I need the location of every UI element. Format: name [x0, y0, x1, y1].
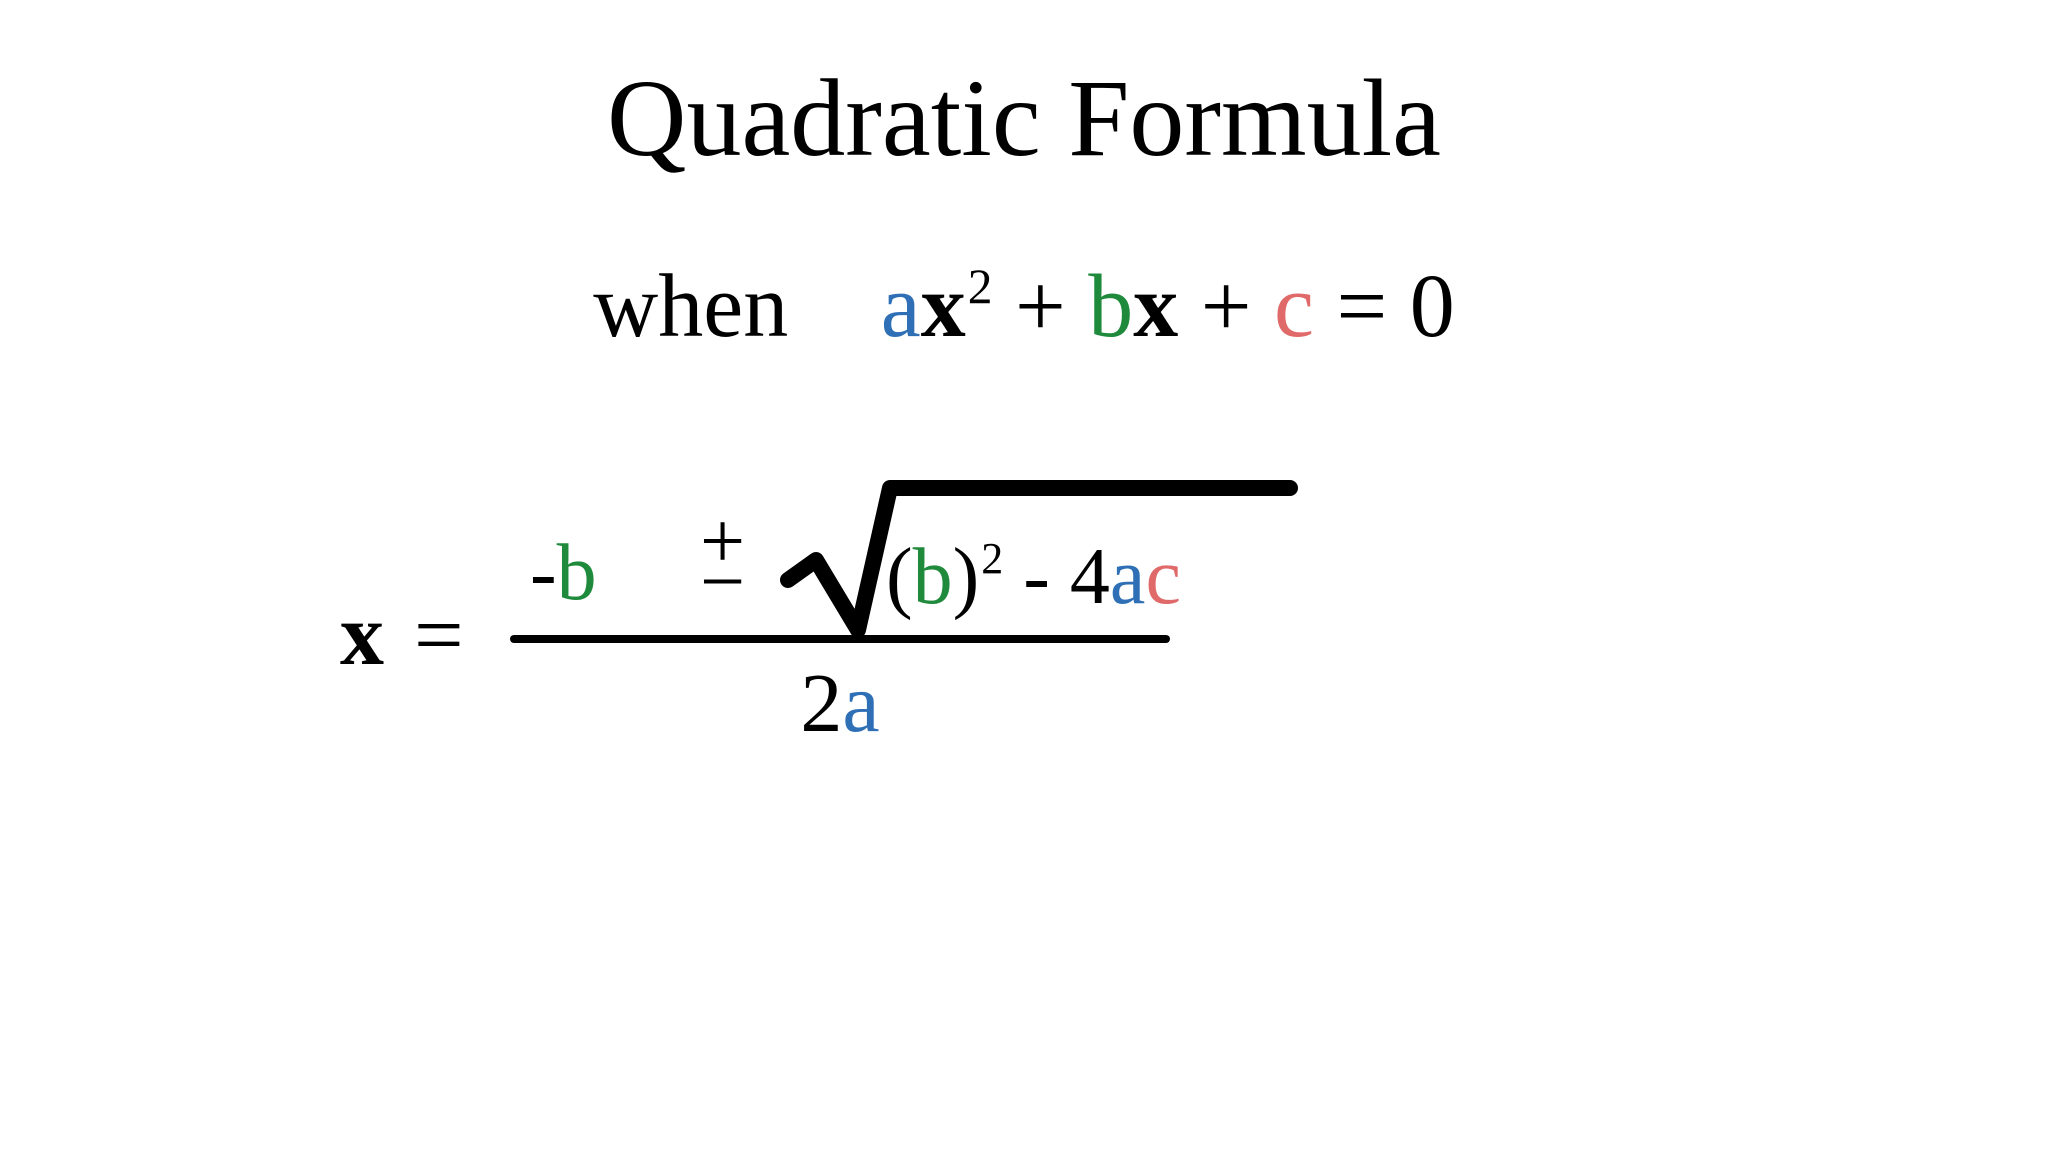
- coef-b: b: [1088, 257, 1133, 356]
- formula-lhs: x =: [340, 585, 464, 686]
- b-radicand: b: [913, 533, 953, 621]
- numerator: -b + − (b)2 - 4ac: [510, 480, 1170, 630]
- two: 2: [800, 657, 842, 750]
- radicand: (b)2 - 4ac: [886, 532, 1181, 623]
- minus-sign: -: [530, 529, 557, 617]
- formula-block: x = -b + − (b)2 - 4ac: [340, 480, 1740, 880]
- when-label: when: [593, 257, 788, 356]
- exponent-2-1: 2: [968, 259, 993, 314]
- equals-sign: =: [392, 587, 464, 684]
- b-numerator: b: [557, 529, 597, 617]
- c-radicand: c: [1145, 533, 1181, 621]
- coef-a: a: [881, 257, 921, 356]
- lparen: (: [886, 533, 913, 621]
- fraction: -b + − (b)2 - 4ac 2 a: [510, 480, 1170, 630]
- exponent-2-2: 2: [981, 534, 1003, 583]
- pm-minus: −: [700, 558, 745, 606]
- diagram-title: Quadratic Formula: [0, 55, 2048, 182]
- var-x-lhs: x: [340, 587, 384, 684]
- a-radicand: a: [1110, 533, 1146, 621]
- var-x-2: x: [1133, 257, 1178, 356]
- a-denominator: a: [842, 657, 879, 750]
- plus-2: +: [1201, 257, 1274, 356]
- plus-minus: + −: [700, 518, 745, 614]
- plus-1: +: [1015, 257, 1088, 356]
- var-x-1: x: [921, 257, 966, 356]
- denominator: 2a: [510, 655, 1170, 752]
- minus-b-term: -b: [530, 528, 597, 619]
- square-root: (b)2 - 4ac: [780, 470, 1300, 640]
- equals-zero: = 0: [1336, 257, 1454, 356]
- condition-equation: when ax2 + bx + c = 0: [0, 255, 2048, 358]
- quadratic-formula-diagram: Quadratic Formula when ax2 + bx + c = 0 …: [0, 0, 2048, 1152]
- fraction-bar: [510, 635, 1170, 643]
- coef-c: c: [1274, 257, 1314, 356]
- rparen: ): [953, 533, 980, 621]
- minus-4: - 4: [1023, 533, 1110, 621]
